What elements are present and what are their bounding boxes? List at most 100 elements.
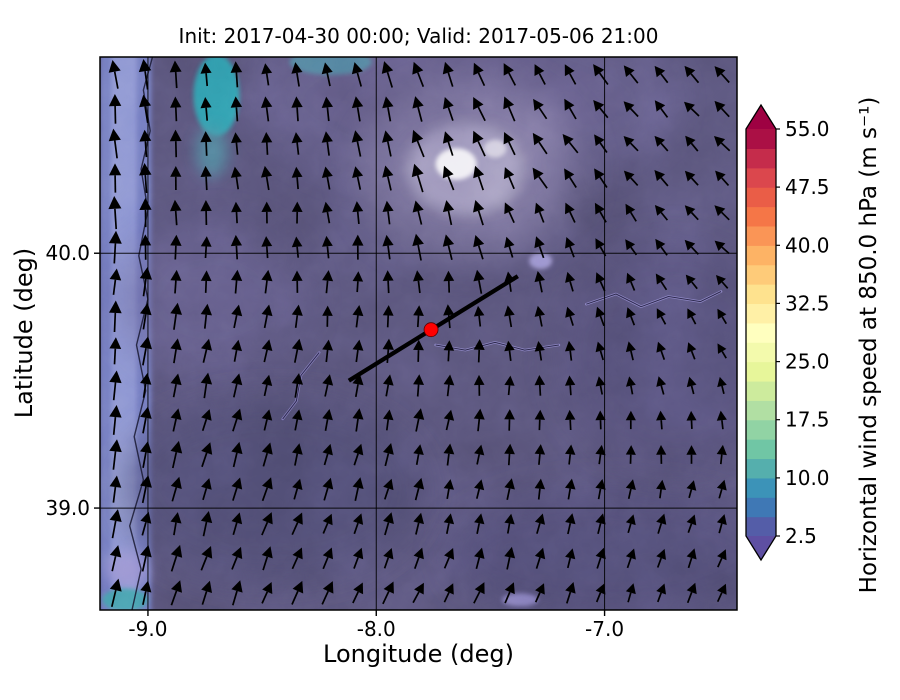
wind-arrow-head [623, 101, 635, 113]
wind-arrow-head [413, 305, 424, 316]
wind-arrow-head [504, 478, 515, 490]
wind-arrow-shaft [174, 245, 177, 260]
wind-arrow-head [473, 269, 485, 282]
colorbar-segment [746, 129, 776, 149]
wind-arrow-shaft [387, 280, 390, 294]
wind-arrow-head [413, 374, 424, 385]
wind-arrow-head [231, 441, 243, 455]
wind-arrow-head [686, 342, 697, 353]
wind-arrow-head [717, 376, 727, 388]
wind-arrow-head [474, 444, 485, 456]
wind-arrow-head [382, 305, 394, 316]
wind-arrow-shaft [261, 521, 269, 536]
wind-arrow-shaft [721, 385, 725, 394]
wind-arrow-head [383, 374, 394, 386]
wind-arrow-head [170, 302, 182, 315]
wind-arrow-head [140, 475, 152, 488]
wind-arrow-shaft [721, 211, 730, 221]
wind-arrow-shaft [412, 591, 420, 604]
wind-arrow-shaft [447, 141, 454, 156]
wind-arrow-shaft [354, 487, 359, 501]
wind-arrow-head [656, 308, 666, 319]
wind-arrow-shaft [414, 487, 420, 501]
wind-arrow-shaft [534, 592, 541, 603]
wind-arrow-head [595, 513, 606, 525]
wind-arrow-shaft [261, 487, 269, 502]
wind-arrow-shaft [202, 521, 208, 537]
wind-arrow-head [442, 200, 455, 213]
wind-arrow-head [261, 442, 273, 455]
wind-arrow-head [352, 373, 364, 386]
wind-arrow-shaft [114, 208, 118, 230]
wind-arrow-head [565, 202, 575, 215]
wind-arrow-head [291, 166, 303, 178]
colorbar-segment [746, 477, 776, 498]
wind-arrow-head [593, 64, 605, 77]
wind-arrow-head [565, 306, 576, 318]
wind-arrow-head [595, 341, 606, 353]
wind-arrow-shaft [477, 245, 484, 260]
wind-arrow-shaft [296, 142, 300, 155]
wind-arrow-head [625, 203, 636, 215]
wind-arrow-shaft [690, 385, 695, 395]
wind-arrow-shaft [690, 316, 697, 325]
wind-arrow-head [352, 234, 364, 246]
quiver-field [108, 59, 731, 607]
wind-arrow-shaft [445, 523, 450, 534]
wind-arrow-head [382, 96, 394, 109]
wind-arrow-head [383, 409, 394, 421]
wind-arrow-head [138, 59, 152, 73]
wind-arrow-shaft [720, 73, 730, 84]
wind-arrow-shaft [569, 350, 573, 361]
wind-arrow-shaft [660, 107, 669, 118]
wind-arrow-shaft [232, 418, 238, 432]
wind-arrow-shaft [263, 314, 268, 329]
wind-arrow-head [625, 410, 636, 421]
wind-arrow-shaft [174, 71, 178, 89]
wind-arrow-shaft [142, 278, 147, 297]
wind-arrow-head [108, 128, 121, 142]
wind-arrow-shaft [326, 211, 331, 224]
wind-arrow-head [656, 445, 667, 455]
wind-arrow-head [261, 132, 273, 143]
wind-arrow-shaft [629, 107, 639, 118]
wind-arrow-shaft [231, 556, 238, 570]
wind-arrow-head [353, 513, 364, 525]
wind-arrow-shaft [718, 488, 723, 499]
wind-arrow-shaft [263, 349, 268, 363]
wind-arrow-shaft [447, 245, 453, 260]
wind-arrow-head [684, 101, 695, 113]
wind-arrow-shaft [598, 72, 609, 85]
wind-arrow-head [686, 376, 697, 388]
wind-arrow-head [626, 376, 636, 387]
wind-arrow-head [413, 408, 425, 420]
colorbar-tick-label: 32.5 [785, 291, 830, 315]
wind-arrow-shaft [478, 315, 482, 327]
wind-arrow-shaft [356, 176, 362, 190]
wind-arrow-head [535, 583, 545, 595]
wind-arrow-head [625, 445, 636, 455]
wind-arrow-head [321, 131, 333, 143]
wind-arrow-shaft [386, 141, 392, 157]
wind-arrow-shaft [356, 72, 363, 87]
wind-arrow-shaft [416, 140, 425, 158]
wind-arrow-head [412, 61, 424, 75]
wind-arrow-head [414, 582, 424, 595]
wind-arrow-shaft [171, 452, 178, 469]
wind-arrow-shaft [113, 312, 117, 333]
wind-arrow-head [108, 230, 122, 244]
wind-arrow-head [686, 548, 697, 560]
wind-arrow-head [200, 270, 212, 282]
wind-arrow-shaft [507, 453, 511, 466]
wind-arrow-head [473, 62, 484, 76]
wind-arrow-head [139, 163, 152, 176]
wind-arrow-head [413, 477, 425, 490]
wind-arrow-head [443, 409, 455, 421]
wind-arrow-head [322, 547, 333, 560]
wind-arrow-shaft [447, 107, 454, 121]
wind-arrow-head [684, 239, 696, 251]
colorbar-segment [746, 342, 776, 363]
wind-arrow-head [292, 547, 303, 560]
wind-arrow-shaft [630, 350, 634, 361]
wind-arrow-shaft [352, 591, 359, 604]
